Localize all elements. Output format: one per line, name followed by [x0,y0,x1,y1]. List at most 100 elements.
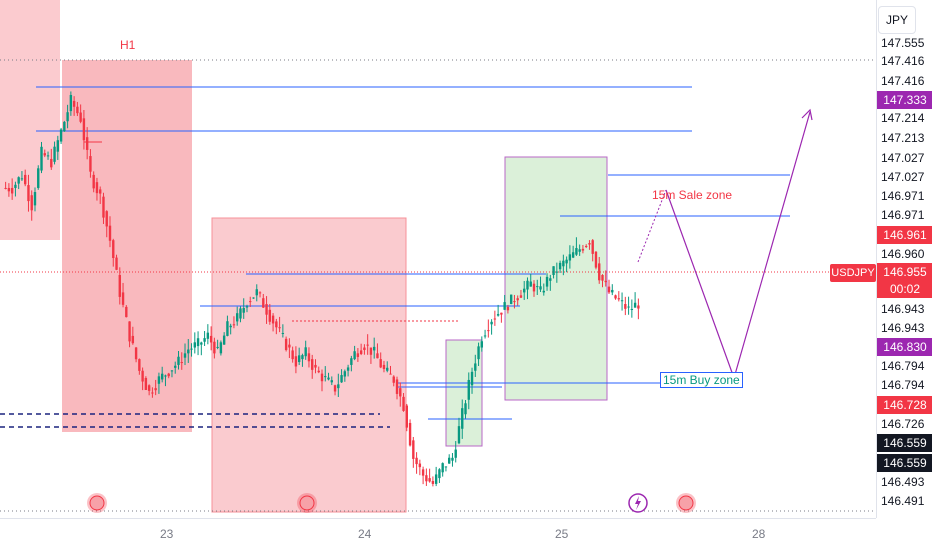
us-flag-icon-2[interactable] [297,493,317,513]
candle-body [288,344,291,348]
candle-body [314,364,317,368]
candle-body [118,275,121,297]
currency-button[interactable]: JPY [878,6,916,34]
chart-area[interactable]: H1 15m Sale zone 15m Buy zone [0,0,876,518]
candle-body [614,295,617,299]
zone-left-top [0,0,60,240]
candle-body [395,379,399,394]
candle-body [454,449,457,458]
candle-body [170,370,174,372]
price-label: 146.794 [881,378,925,392]
candle-body [284,338,288,351]
candle-body [369,347,373,355]
candle-body [578,249,581,252]
candle-body [59,129,63,142]
candle-body [66,112,69,122]
candle-body [366,344,369,346]
candle-body [255,289,258,296]
candle-body [229,325,232,328]
candle-body [552,266,555,275]
lightning-icon[interactable] [628,493,648,513]
price-scale[interactable]: 147.555 147.416 147.416 147.333 147.214 … [876,0,932,518]
candle-body [187,349,190,354]
candle-body [516,298,519,301]
candle-body [568,254,572,261]
price-label: 146.726 [881,417,925,431]
candle-body [278,327,281,329]
candle-body [493,318,497,320]
candle-body [258,292,262,294]
candle-body [108,225,112,241]
candle-body [281,333,285,335]
price-badge: 146.961 [877,226,932,244]
candle-body [382,364,386,370]
candle-body [503,302,506,310]
candle-body [356,353,360,357]
candle-body [147,385,151,391]
candle-body [209,335,213,343]
us-flag-icon-3[interactable] [676,493,696,513]
candle-body [76,106,79,114]
candle-body [490,321,493,325]
candle-body [72,100,76,107]
candle-body [350,358,353,365]
candle-body [7,187,11,192]
candle-body [200,342,203,345]
candle-body [297,355,301,363]
time-scale[interactable]: 23 24 25 28 [0,518,876,551]
candle-body [232,324,236,326]
price-badge: 147.333 [877,91,932,109]
price-label: 147.027 [881,151,925,165]
candle-body [307,353,311,362]
candle-body [333,385,337,392]
candle-body [157,376,161,384]
candle-body [408,422,412,446]
candle-body [193,342,196,348]
candle-body [536,286,539,288]
price-label: 146.493 [881,475,925,489]
candle-body [598,263,601,281]
candle-body [213,341,216,354]
price-label: 147.027 [881,170,925,184]
price-label: 147.416 [881,74,925,88]
price-badge: 146.559 [877,434,932,452]
candle-body [291,350,294,360]
candle-body [506,306,510,311]
price-badge-timer: 00:02 [877,280,932,298]
us-flag-icon-1[interactable] [87,493,107,513]
candle-body [112,240,115,258]
candle-body [402,396,405,411]
candle-body [418,463,422,468]
candle-body [461,408,464,429]
candle-body [487,330,490,332]
candle-body [467,379,470,400]
candle-body [121,292,125,305]
candle-body [412,440,415,459]
candle-body [425,475,428,482]
candle-body [343,371,347,377]
candle-body [513,301,516,303]
candle-body [4,187,7,189]
candle-body [627,306,630,308]
candle-body [496,314,500,316]
candle-body [601,275,604,281]
candle-body [532,283,536,292]
price-badge-current: 146.955 [877,263,932,281]
candle-body [99,189,102,194]
candle-body [63,121,66,132]
candle-body [85,137,89,150]
candle-body [268,309,272,322]
candle-body [330,380,333,383]
h1-label: H1 [120,38,136,52]
candle-body [451,457,454,461]
candle-body [252,297,255,299]
candle-body [37,168,40,188]
candle-body [216,346,219,348]
candle-body [20,178,24,180]
candle-body [239,308,242,319]
candle-body [177,356,180,365]
candle-body [271,315,275,324]
candle-body [14,184,17,188]
candle-body [470,371,474,386]
candle-body [617,298,620,300]
